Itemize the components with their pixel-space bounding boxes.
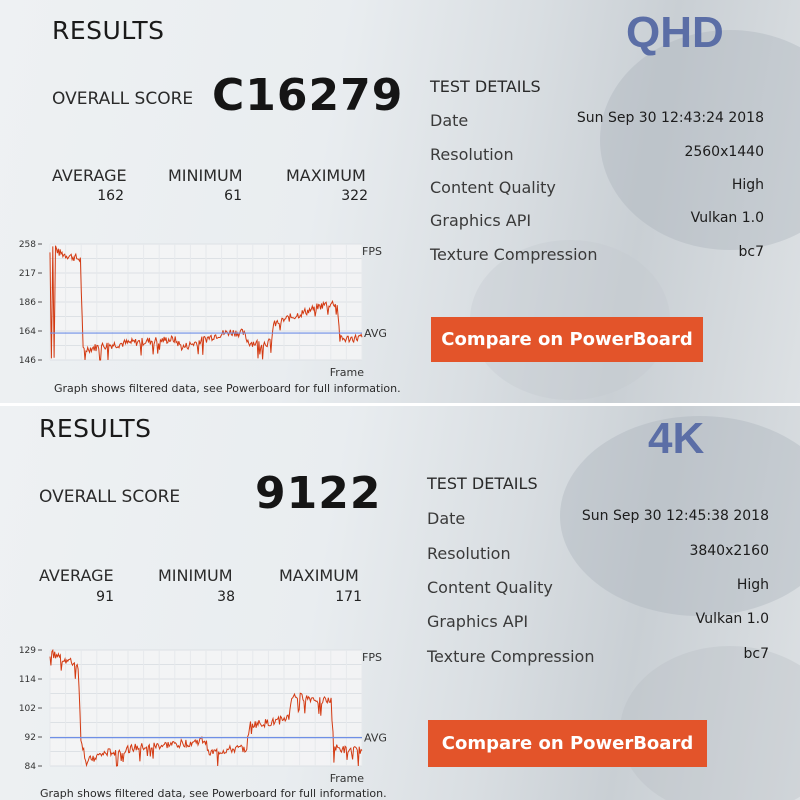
frame-axis-label: Frame [330, 772, 365, 782]
detail-value-content-quality: High [736, 577, 769, 593]
overall-score-label: OVERALL SCORE [39, 487, 181, 507]
fps-series-line [49, 648, 363, 768]
maximum-label: MAXIMUM [286, 166, 366, 185]
avg-label: AVG [364, 732, 387, 745]
average-label: AVERAGE [52, 166, 127, 185]
average-value: 162 [97, 188, 124, 204]
avg-label: AVG [364, 327, 387, 340]
detail-key-graphics-api: Graphics API [430, 211, 532, 230]
y-tick-label: 114 [19, 675, 36, 685]
fps-graph-svg: 258 217 186 164 146 AVG FPS Frame [19, 240, 387, 379]
y-tick-label: 84 [25, 762, 37, 772]
overall-score-value: 9122 [255, 468, 382, 519]
overall-score-label: OVERALL SCORE [52, 89, 194, 109]
results-panel-qhd: RESULTS QHD OVERALL SCORE C16279 AVERAGE… [0, 0, 800, 403]
resolution-badge: 4K [648, 414, 705, 463]
graph-note: Graph shows filtered data, see Powerboar… [54, 382, 401, 395]
frame-axis-label: Frame [330, 366, 365, 376]
results-panel-4k: RESULTS 4K OVERALL SCORE 9122 AVERAGE 91… [0, 406, 800, 800]
detail-key-content-quality: Content Quality [427, 578, 553, 597]
resolution-badge: QHD [626, 8, 724, 57]
detail-value-date: Sun Sep 30 12:45:38 2018 [581, 508, 769, 524]
detail-value-resolution: 3840x2160 [689, 543, 769, 559]
test-details-title: TEST DETAILS [430, 77, 541, 96]
detail-key-resolution: Resolution [430, 145, 514, 164]
y-tick-label: 102 [19, 704, 36, 714]
detail-key-date: Date [427, 509, 466, 528]
compare-on-powerboard-button[interactable]: Compare on PowerBoard [428, 720, 707, 767]
fps-series-line [49, 245, 363, 361]
detail-key-content-quality: Content Quality [430, 178, 556, 197]
overall-score-value: C16279 [212, 70, 404, 121]
compare-on-powerboard-button[interactable]: Compare on PowerBoard [431, 317, 703, 362]
detail-value-resolution: 2560x1440 [684, 144, 764, 160]
panel-divider [0, 403, 800, 406]
detail-value-date: Sun Sep 30 12:43:24 2018 [576, 110, 764, 126]
maximum-value: 171 [335, 589, 362, 605]
detail-value-texture-compression: bc7 [743, 646, 770, 662]
minimum-label: MINIMUM [168, 166, 243, 185]
detail-key-graphics-api: Graphics API [427, 612, 529, 631]
background-art [600, 30, 800, 250]
maximum-label: MAXIMUM [279, 566, 359, 585]
fps-graph: 129 114 102 92 84 AVG FPS Frame [0, 642, 400, 785]
detail-value-graphics-api: Vulkan 1.0 [690, 210, 764, 226]
maximum-value: 322 [341, 188, 368, 204]
fps-graph-svg: 129 114 102 92 84 AVG FPS Frame [19, 646, 387, 785]
y-tick-label: 258 [19, 240, 36, 250]
average-label: AVERAGE [39, 566, 114, 585]
detail-key-date: Date [430, 111, 469, 130]
y-tick-label: 164 [19, 327, 36, 337]
y-tick-label: 146 [19, 356, 36, 366]
y-tick-label: 129 [19, 646, 36, 656]
detail-value-texture-compression: bc7 [738, 244, 765, 260]
graph-note: Graph shows filtered data, see Powerboar… [40, 787, 387, 800]
detail-value-graphics-api: Vulkan 1.0 [695, 611, 769, 627]
minimum-value: 38 [217, 589, 235, 605]
y-tick-label: 92 [25, 733, 36, 743]
y-tick-label: 217 [19, 269, 36, 279]
fps-graph: 258 217 186 164 146 AVG FPS Frame [0, 236, 400, 379]
y-tick-label: 186 [19, 298, 36, 308]
results-title: RESULTS [52, 16, 165, 45]
background-art [560, 416, 800, 616]
fps-axis-label: FPS [362, 651, 382, 664]
detail-key-texture-compression: Texture Compression [427, 647, 595, 666]
detail-value-content-quality: High [731, 177, 764, 193]
detail-key-texture-compression: Texture Compression [430, 245, 598, 264]
results-title: RESULTS [39, 414, 152, 443]
minimum-label: MINIMUM [158, 566, 233, 585]
fps-axis-label: FPS [362, 245, 382, 258]
minimum-value: 61 [224, 188, 242, 204]
average-value: 91 [96, 589, 114, 605]
test-details-title: TEST DETAILS [427, 474, 538, 493]
detail-key-resolution: Resolution [427, 544, 511, 563]
